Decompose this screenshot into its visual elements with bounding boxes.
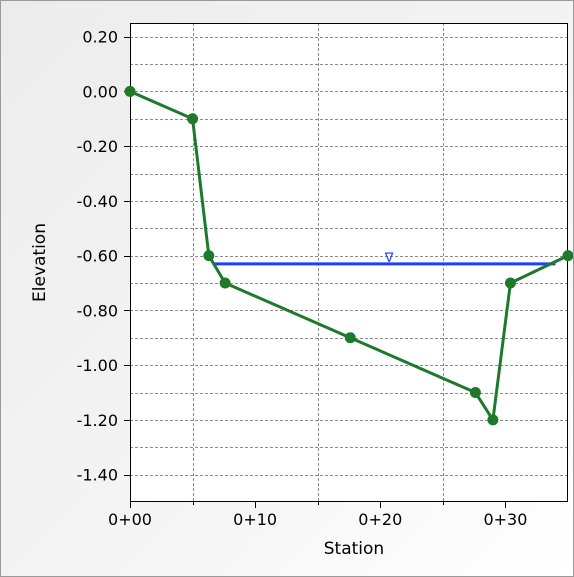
x-tick-label: 0+10 [233,510,277,529]
x-axis-label: Station [324,539,384,559]
y-tick-label: -0.60 [77,247,118,266]
y-axis-label: Elevation [30,223,50,302]
y-tick-label: -1.20 [77,411,118,430]
data-point [124,85,136,97]
y-tick-label: -0.40 [77,192,118,211]
water-surface-marker: ∇ [384,251,394,266]
series-layer [124,85,573,426]
y-tick-label: -1.00 [77,356,118,375]
y-tick-label: -1.40 [77,466,118,485]
data-point [562,250,573,262]
data-point [219,277,231,289]
x-tick-label: 0+00 [108,510,152,529]
y-tick-label: -0.80 [77,301,118,320]
data-point [344,332,356,344]
y-tick-labels: 0.20 0.00 -0.20 -0.40 -0.60 -0.80 -1.00 -1.20 -1… [77,28,118,485]
y-tick-label: 0.00 [82,82,118,101]
data-point [203,250,215,262]
data-point [469,387,481,399]
data-point [504,277,516,289]
x-tick-label: 0+30 [483,510,527,529]
water-surface: ∇ [212,251,556,266]
plot-border [130,23,568,502]
y-tick-label: -0.20 [77,137,118,156]
data-point [187,113,199,125]
data-point [487,414,499,426]
y-tick-label: 0.20 [82,28,118,47]
x-tick-label: 0+20 [358,510,402,529]
x-tick-labels: 0+00 0+10 0+20 0+30 [108,510,527,529]
